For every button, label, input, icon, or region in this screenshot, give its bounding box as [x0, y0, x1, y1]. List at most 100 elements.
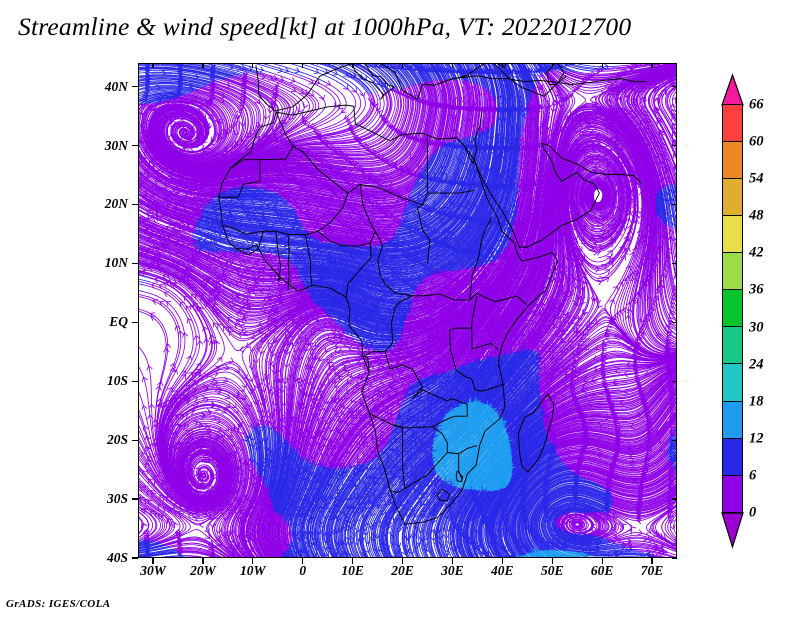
streamline-segment: [139, 71, 219, 82]
streamline-segment: [201, 211, 303, 226]
streamline-segment: [607, 510, 628, 521]
streamline-segment: [395, 64, 414, 86]
streamline-segment: [537, 286, 585, 363]
streamline-segment: [248, 431, 256, 469]
streamline-segment: [177, 97, 222, 143]
streamline-segment: [353, 86, 540, 387]
streamline-segment: [309, 296, 407, 318]
streamline-segment: [556, 550, 580, 557]
streamline-segment: [580, 470, 676, 492]
streamline-segment: [448, 421, 503, 485]
streamline-segment: [538, 335, 629, 390]
streamline-segment: [532, 64, 543, 78]
streamline-segment: [508, 406, 542, 439]
streamline-segment: [473, 95, 521, 269]
streamline-segment: [283, 554, 286, 557]
streamline-segment: [372, 433, 436, 503]
streamline-segment: [551, 401, 676, 445]
streamline-segment: [327, 462, 367, 557]
streamline-segment: [304, 287, 409, 307]
streamline-segment: [287, 328, 346, 445]
streamline-segment: [161, 529, 233, 557]
streamline-segment: [537, 492, 613, 551]
streamline-segment: [470, 490, 490, 557]
streamline-segment: [280, 192, 407, 209]
streamline-segment: [255, 305, 318, 405]
streamline-segment: [144, 86, 197, 92]
streamline-segment: [569, 464, 671, 483]
streamline-segment: [511, 430, 546, 461]
streamline-segment: [421, 483, 450, 557]
streamline-segment: [541, 362, 676, 416]
streamline-segment: [289, 545, 296, 557]
streamline-segment: [436, 64, 447, 80]
streamline-segment: [520, 475, 580, 554]
streamline-segment: [212, 279, 306, 299]
streamline-segment: [327, 64, 373, 94]
streamline-segment: [409, 145, 444, 193]
streamline-segment: [338, 402, 402, 470]
streamline-segment: [542, 364, 676, 420]
streamline-segment: [139, 251, 309, 309]
streamline-segment: [663, 185, 671, 227]
streamline-segment: [335, 322, 401, 339]
streamline-segment: [542, 498, 612, 552]
streamline-segment: [351, 420, 396, 469]
streamline-segment: [546, 380, 676, 434]
streamline-segment: [410, 146, 443, 192]
streamline-segment: [548, 391, 676, 441]
streamline-segment: [652, 555, 663, 557]
streamline-segment: [435, 64, 446, 81]
streamline-segment: [408, 268, 472, 305]
streamline-segment: [542, 367, 676, 424]
streamline-segment: [586, 512, 602, 536]
streamline-segment: [482, 179, 520, 267]
streamline-segment: [438, 411, 497, 477]
streamline-segment: [139, 263, 315, 340]
streamline-segment: [304, 229, 384, 245]
streamline-segment: [239, 64, 272, 74]
streamline-segment: [152, 81, 265, 167]
streamline-segment: [518, 127, 524, 181]
streamline-segment: [477, 352, 517, 403]
streamline-segment: [469, 491, 489, 557]
streamline-segment: [501, 232, 513, 256]
streamline-segment: [514, 105, 529, 219]
streamline-segment: [436, 409, 495, 475]
streamline-segment: [139, 496, 171, 542]
streamline-segment: [544, 376, 676, 433]
streamline-segment: [389, 64, 410, 88]
streamline-segment: [357, 430, 437, 557]
streamline-segment: [173, 547, 223, 557]
streamline-segment: [460, 431, 507, 489]
streamline-segment: [544, 499, 638, 554]
streamline-segment: [445, 64, 455, 81]
streamline-segment: [444, 79, 453, 146]
streamline-segment: [510, 426, 545, 457]
streamline-segment: [301, 276, 499, 459]
streamline-segment: [309, 64, 362, 93]
streamline-segment: [610, 499, 676, 518]
streamline-segment: [382, 167, 478, 245]
streamline-segment: [545, 374, 676, 430]
streamline-segment: [256, 426, 262, 478]
streamline-segment: [544, 375, 676, 432]
streamline-segment: [373, 64, 400, 91]
streamline-segment: [279, 456, 302, 516]
plot-area: [138, 63, 677, 558]
streamline-segment: [139, 545, 167, 552]
streamline-segment: [660, 187, 667, 225]
streamline-segment: [381, 64, 404, 89]
streamline-segment: [237, 275, 301, 281]
streamline-segment: [511, 433, 548, 465]
streamline-segment: [140, 275, 150, 279]
streamline-segment: [659, 82, 676, 135]
streamline-segment: [319, 64, 368, 93]
streamline-segment: [290, 334, 355, 448]
streamline-segment: [255, 64, 290, 75]
streamline-segment: [333, 64, 376, 95]
streamline-segment: [139, 274, 142, 277]
streamline-segment: [139, 201, 196, 226]
streamline-segment: [445, 337, 476, 372]
streamline-segment: [292, 342, 366, 450]
